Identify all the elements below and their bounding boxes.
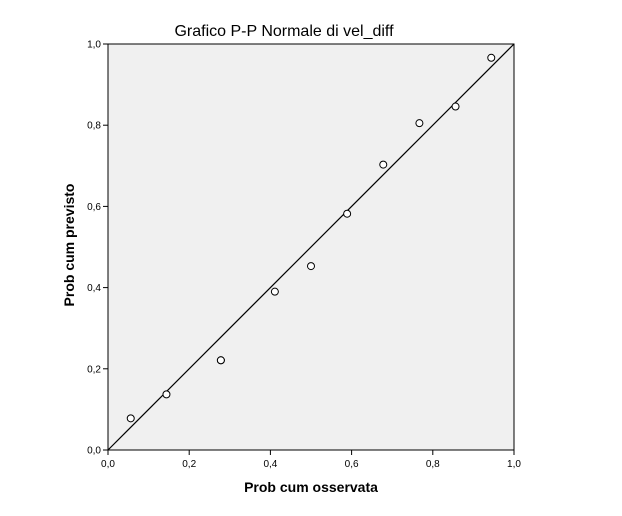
x-tick-label: 0,2	[182, 459, 196, 470]
data-point	[216, 356, 225, 365]
y-tick-label: 0,8	[87, 121, 101, 132]
y-tick-label: 0,4	[87, 283, 101, 294]
x-tick-label: 0,4	[263, 459, 277, 470]
chart-title: Grafico P-P Normale di vel_diff	[174, 23, 394, 40]
data-point	[415, 119, 424, 128]
data-point	[162, 390, 171, 399]
y-tick-label: 0,6	[87, 202, 101, 213]
data-point	[487, 53, 496, 62]
y-axis-label: Prob cum previsto	[61, 184, 77, 307]
reference-line	[107, 43, 515, 451]
data-point	[307, 262, 315, 271]
x-axis-label: Prob cum osservata	[244, 479, 378, 495]
data-point	[270, 287, 279, 296]
x-tick-label: 0,8	[426, 459, 440, 470]
data-point	[343, 209, 352, 218]
data-point	[379, 160, 388, 169]
y-tick-label: 1,0	[87, 40, 101, 51]
y-tick-label: 0,2	[87, 364, 101, 375]
data-point	[451, 102, 460, 111]
x-tick-label: 0,6	[345, 459, 359, 470]
x-tick-label: 1,0	[507, 459, 521, 470]
data-point	[126, 414, 135, 423]
y-tick-label: 0,0	[87, 446, 101, 457]
x-tick-label: 0,0	[101, 459, 115, 470]
